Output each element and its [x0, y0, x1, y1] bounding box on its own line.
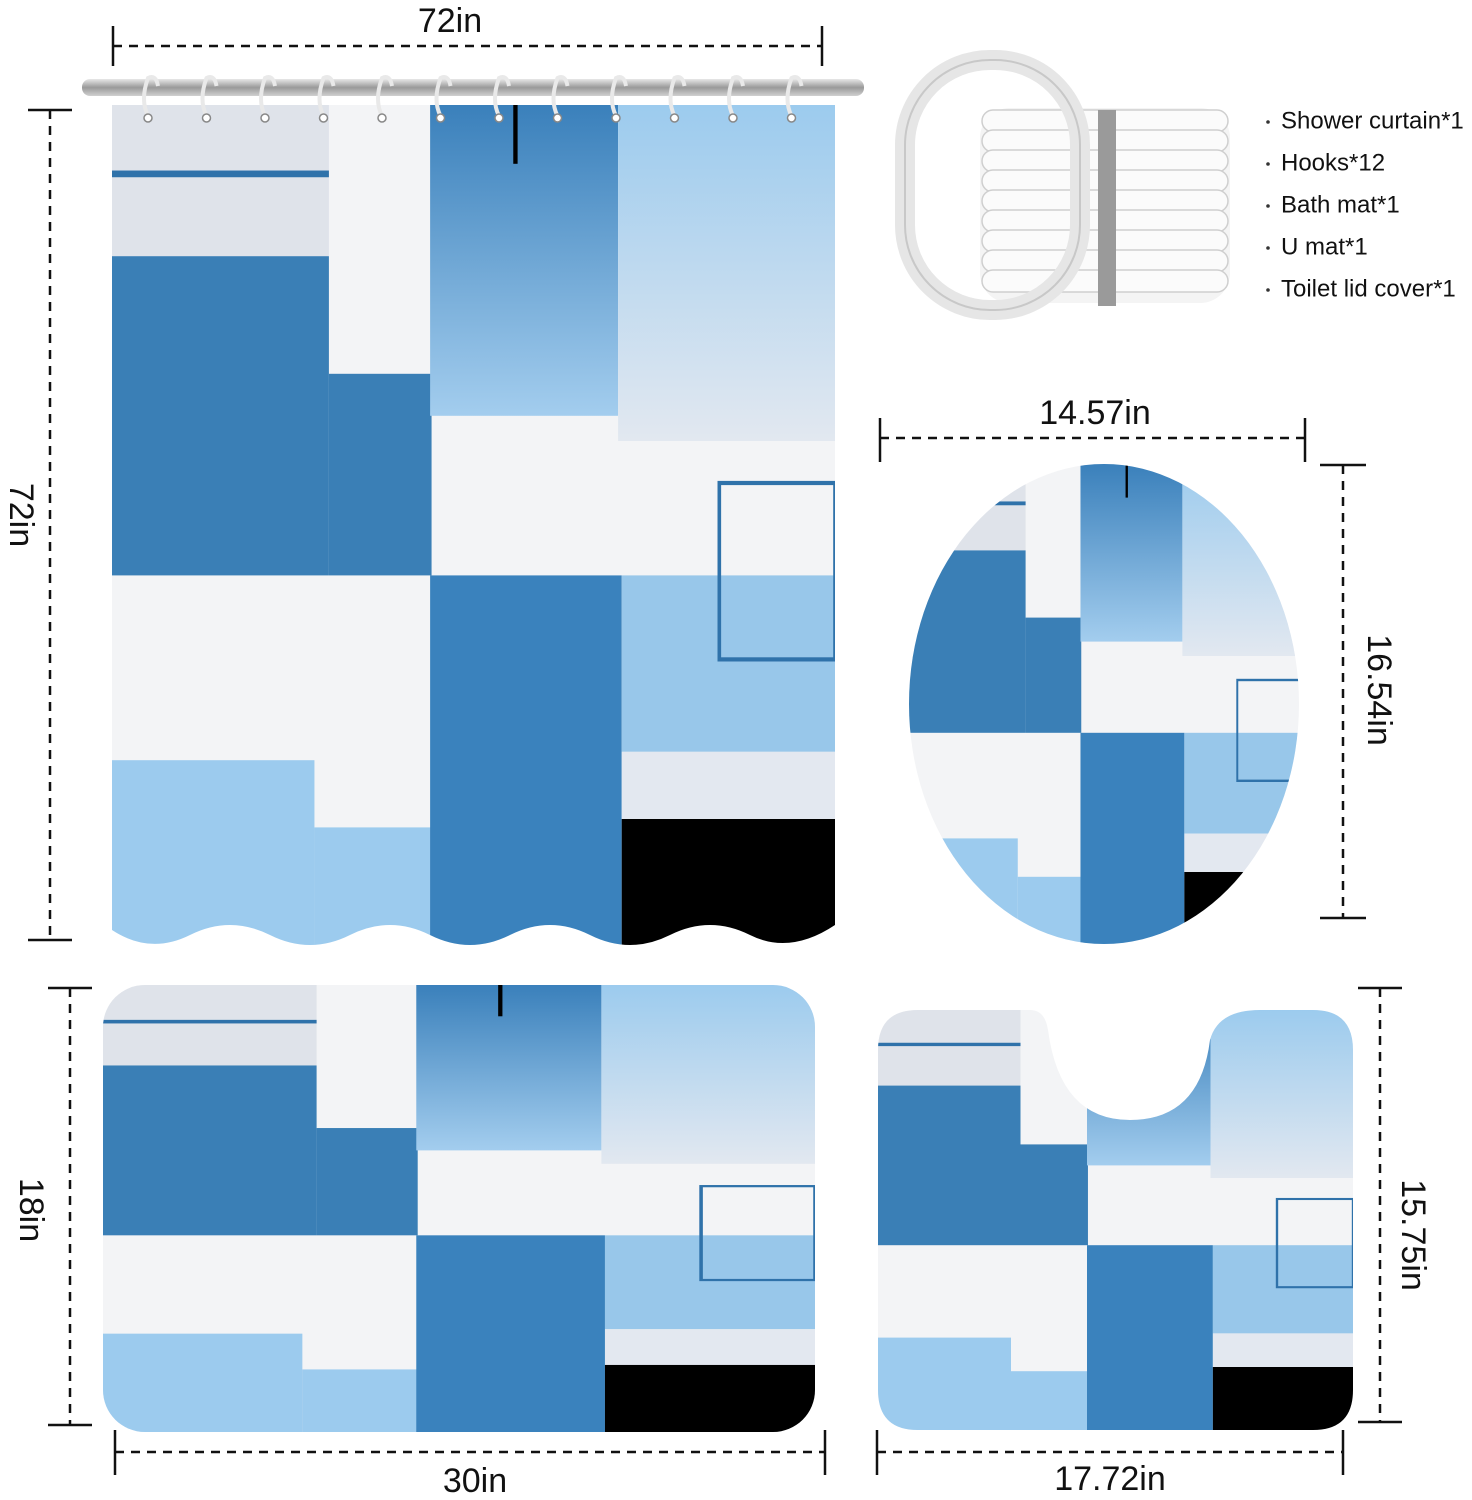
bullet — [1266, 162, 1270, 166]
package-item: Hooks*12 — [1281, 149, 1385, 176]
hook-hole — [552, 113, 563, 123]
hook-hole — [143, 113, 153, 123]
hook-hole — [318, 113, 329, 123]
package-item: Bath mat*1 — [1281, 191, 1400, 218]
package-item: Shower curtain*1 — [1281, 107, 1464, 134]
u-mat-height: 15.75in — [1394, 1179, 1432, 1291]
shower-curtain-part — [112, 925, 835, 950]
bullet — [1266, 204, 1270, 208]
u-mat-part — [878, 1010, 1353, 1430]
hook — [259, 75, 277, 117]
u-mat-width: 17.72in — [1054, 1460, 1166, 1498]
bath-mat — [103, 985, 815, 1432]
toilet-lid-cover-part-part — [908, 464, 1300, 944]
hook — [317, 75, 336, 117]
bath-mat-part — [103, 985, 815, 1432]
hook — [200, 75, 219, 117]
hook — [727, 75, 745, 117]
hook-hole — [260, 113, 270, 123]
bath-mat-height: 18in — [12, 1178, 50, 1242]
hook-hole — [786, 113, 797, 123]
hook — [376, 75, 394, 117]
bullet — [1266, 120, 1270, 124]
hook-hole — [377, 113, 387, 123]
hook-hole — [435, 113, 446, 123]
bullet — [1266, 288, 1270, 292]
hook — [668, 75, 687, 117]
package-contents: Shower curtain*1 Hooks*12 Bath mat*1 U mat*… — [1266, 107, 1464, 302]
hook-hole — [201, 113, 212, 123]
shower-curtain-part — [112, 105, 835, 945]
hook-hole — [611, 113, 621, 123]
hook-hole — [494, 113, 504, 123]
hook — [610, 75, 628, 117]
hook — [434, 75, 453, 117]
hook — [493, 75, 511, 117]
hook-hole — [728, 113, 738, 123]
curtain-height: 72in — [2, 483, 40, 547]
package-item: Toilet lid cover*1 — [1281, 275, 1456, 302]
bath-mat-part-part — [103, 985, 815, 1432]
bath-mat-width: 30in — [443, 1462, 507, 1500]
u-mat-part-part — [878, 1010, 1353, 1430]
toilet-lid-cover — [908, 464, 1300, 944]
u-mat — [878, 1010, 1353, 1430]
hook-hole — [669, 113, 680, 123]
lid-width: 14.57in — [1039, 394, 1151, 432]
curtain-hooks — [142, 75, 804, 123]
hook — [142, 75, 160, 117]
dimension-lines — [28, 26, 1402, 1475]
ring-shadow — [1098, 110, 1116, 306]
lid-height: 16.54in — [1360, 634, 1398, 746]
package-item: U mat*1 — [1281, 233, 1368, 260]
toilet-lid-cover-part — [908, 464, 1300, 944]
shower-curtain-part — [82, 79, 864, 96]
hook-rings-image-part — [981, 109, 1229, 306]
hook-rings-image — [895, 50, 1230, 320]
hook-rings-image-part — [904, 59, 1081, 311]
hook — [785, 75, 804, 117]
curtain-width: 72in — [418, 2, 482, 40]
shower-curtain — [82, 79, 864, 950]
hook — [551, 75, 570, 117]
bullet — [1266, 246, 1270, 250]
